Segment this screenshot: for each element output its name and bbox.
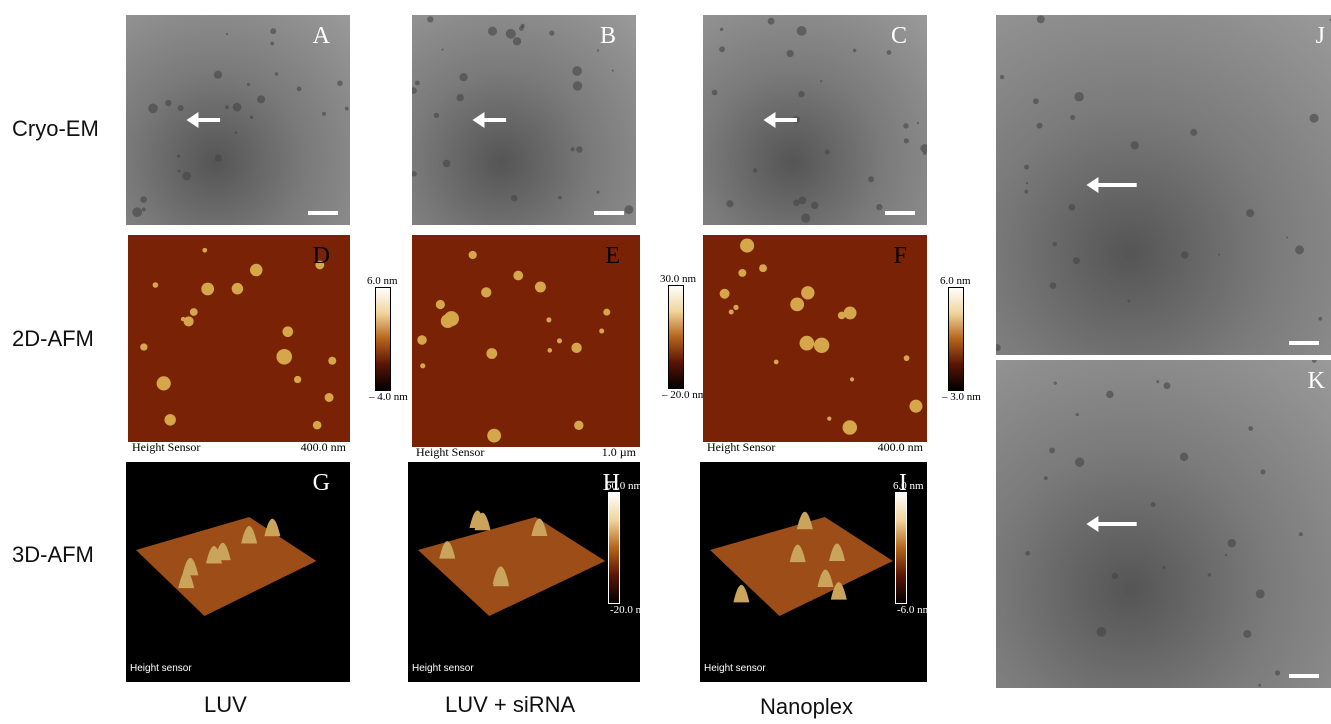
row-label: 2D-AFM (12, 326, 94, 352)
column-label: Nanoplex (760, 694, 853, 720)
colorbar-max: 6.0 nm (940, 275, 971, 287)
colorbar-min: -6.0 nm (897, 604, 927, 616)
panel-letter: D (313, 243, 330, 270)
colorbar-min: – 4.0 nm (369, 391, 408, 403)
image-panel: C (703, 15, 927, 225)
colorbar-min: – 3.0 nm (942, 391, 981, 403)
panel-letter: B (600, 23, 616, 50)
colorbar-max: 6.0 nm (367, 275, 398, 287)
sensor-label: Height sensor (412, 663, 474, 674)
colorbar (668, 285, 684, 389)
sensor-label: Height Sensor (707, 440, 775, 455)
panel-letter: E (605, 243, 620, 270)
row-label: 3D-AFM (12, 542, 94, 568)
scan-size: 400.0 nm (301, 440, 346, 455)
image (700, 462, 927, 682)
column-label: LUV + siRNA (445, 692, 575, 718)
column-label: LUV (204, 692, 247, 718)
image-panel: F Height Sensor 400.0 nm (703, 235, 927, 455)
sensor-label: Height sensor (704, 663, 766, 674)
image (996, 360, 1331, 688)
row-label: Cryo-EM (12, 116, 99, 142)
colorbar (895, 492, 907, 604)
sensor-label: Height sensor (130, 663, 192, 674)
panel-letter: C (891, 23, 907, 50)
sensor-label: Height Sensor (416, 445, 484, 460)
image-panel: J (996, 15, 1331, 355)
colorbar-max: 60.0 nm (606, 480, 640, 492)
panel-letter: J (1316, 23, 1325, 50)
colorbar (375, 287, 391, 391)
colorbar-min: – 20.0 nm (662, 389, 706, 401)
colorbar (948, 287, 964, 391)
panel-letter: F (894, 243, 907, 270)
image-panel: E Height Sensor 1.0 µm (412, 235, 640, 460)
colorbar (608, 492, 620, 604)
sensor-label: Height Sensor (132, 440, 200, 455)
image-panel: D Height Sensor 400.0 nm (128, 235, 350, 455)
colorbar-max: 30.0 nm (660, 273, 696, 285)
colorbar-min: -20.0 nm (610, 604, 640, 616)
colorbar-max: 6.0 nm (893, 480, 924, 492)
panel-letter: K (1308, 368, 1325, 395)
image (996, 15, 1331, 355)
panel-letter: A (313, 23, 330, 50)
scan-size: 1.0 µm (602, 445, 636, 460)
image-panel: K (996, 360, 1331, 688)
scan-size: 400.0 nm (878, 440, 923, 455)
panel-letter: G (313, 470, 330, 497)
figure: Cryo-EM 2D-AFM 3D-AFM LUV LUV + siRNA Na… (0, 0, 1331, 724)
image-panel: B (412, 15, 636, 225)
image-panel: A (126, 15, 350, 225)
